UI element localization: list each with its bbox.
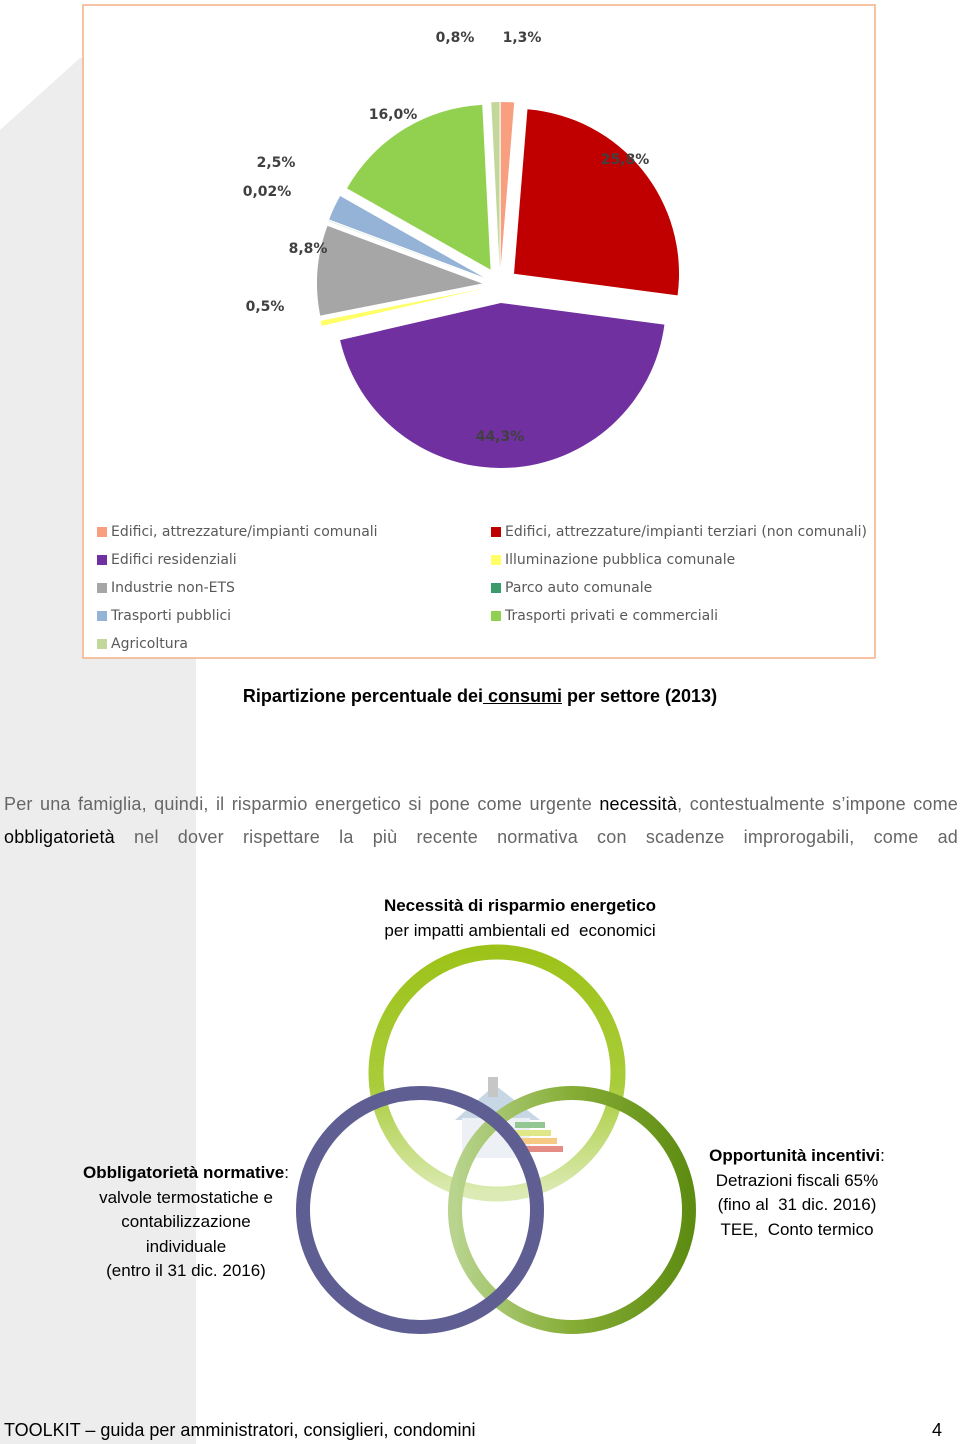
pie-slice — [317, 225, 483, 316]
venn-circle — [368, 944, 626, 1202]
label-title: Opportunità incentivi — [709, 1146, 881, 1165]
legend-label: Trasporti pubblici — [110, 608, 231, 624]
pie-slice — [491, 102, 500, 268]
pie-slice — [346, 104, 491, 270]
data-label: 0,8% — [436, 30, 475, 46]
label-separator: : — [880, 1146, 885, 1165]
legend-swatch — [97, 639, 107, 649]
data-label: 25,8% — [601, 152, 650, 168]
text: Per una famiglia, quindi, il risparmio e… — [4, 794, 600, 814]
data-label: 44,3% — [476, 429, 525, 445]
legend-swatch — [491, 555, 501, 565]
pie-slice — [500, 102, 515, 268]
footer: TOOLKIT – guida per amministratori, cons… — [4, 1420, 476, 1440]
legend-label: Edifici, attrezzature/impianti comunali — [111, 524, 378, 540]
pie-slice — [514, 109, 680, 296]
legend-label: Parco auto comunale — [505, 580, 652, 596]
label-line: contabilizzazione — [121, 1212, 251, 1231]
pie-slice — [340, 302, 665, 468]
venn-label-right: Opportunità incentivi: Detrazioni fiscali… — [680, 1144, 914, 1242]
legend-swatch — [97, 611, 107, 621]
legend-swatch — [491, 611, 501, 621]
text: nel dover rispettare la più recente norm… — [114, 827, 958, 847]
legend-label: Edifici residenziali — [111, 552, 237, 568]
label-separator: : — [284, 1163, 289, 1182]
legend-label: Agricoltura — [111, 636, 188, 652]
data-label: 2,5% — [257, 155, 296, 171]
data-label: 1,3% — [503, 30, 542, 46]
data-label: 8,8% — [289, 241, 328, 257]
venn-diagram — [296, 944, 696, 1334]
pie-slice — [329, 196, 484, 278]
chart-caption: Ripartizione percentuale dei consumi per… — [0, 686, 960, 707]
label-line: valvole termostatiche e — [99, 1187, 273, 1207]
paragraph: Per una famiglia, quindi, il risparmio e… — [4, 788, 958, 854]
data-label: 16,0% — [369, 107, 418, 123]
caption-text: per settore (2013) — [562, 686, 718, 706]
text: , contestualmente s’impone come — [677, 794, 959, 814]
legend-swatch — [97, 527, 107, 537]
label-title: Necessità di risparmio energetico — [383, 896, 657, 915]
data-label: 0,5% — [246, 299, 285, 315]
page-number: 4 — [931, 1420, 942, 1440]
legend-label: Trasporti privati e commerciali — [504, 608, 718, 624]
caption-underlined: consumi — [482, 686, 562, 706]
pie-slice — [328, 220, 484, 279]
legend-swatch — [491, 583, 501, 593]
emphasis: obbligatorietà — [4, 827, 115, 847]
legend-swatch — [491, 527, 501, 537]
venn-circle — [448, 1086, 696, 1334]
label-line: individuale — [145, 1236, 227, 1256]
label-text: per impatti ambientali ed economici — [384, 920, 656, 940]
caption-text: Ripartizione percentuale dei — [242, 686, 483, 706]
venn-label-top: Necessità di risparmio energetico per imp… — [320, 894, 720, 943]
label-line: TEE, Conto termico — [720, 1219, 874, 1239]
pie-slice — [320, 288, 483, 326]
legend-label: Illuminazione pubblica comunale — [505, 552, 735, 568]
label-line: (fino al 31 dic. 2016) — [717, 1195, 877, 1214]
legend-swatch — [97, 583, 107, 593]
legend-label: Industrie non-ETS — [111, 580, 235, 596]
label-line: Detrazioni fiscali 65% — [715, 1170, 879, 1190]
data-label: 0,02% — [243, 184, 292, 200]
label-line: (entro il 31 dic. 2016) — [106, 1261, 266, 1280]
venn-label-left: Obbligatorietà normative: valvole termost… — [66, 1161, 306, 1284]
label-title: Obbligatorietà normative — [83, 1163, 285, 1182]
legend-swatch — [97, 555, 107, 565]
venn-circle — [296, 1086, 544, 1334]
pie-chart: 1,3% 25,8% 44,3% 0,5% 8,8% 0,02% 2,5% 16,0% 0,8%… — [97, 30, 867, 652]
legend-label: Edifici, attrezzature/impianti terziari … — [505, 524, 867, 540]
emphasis: necessità — [599, 794, 678, 814]
